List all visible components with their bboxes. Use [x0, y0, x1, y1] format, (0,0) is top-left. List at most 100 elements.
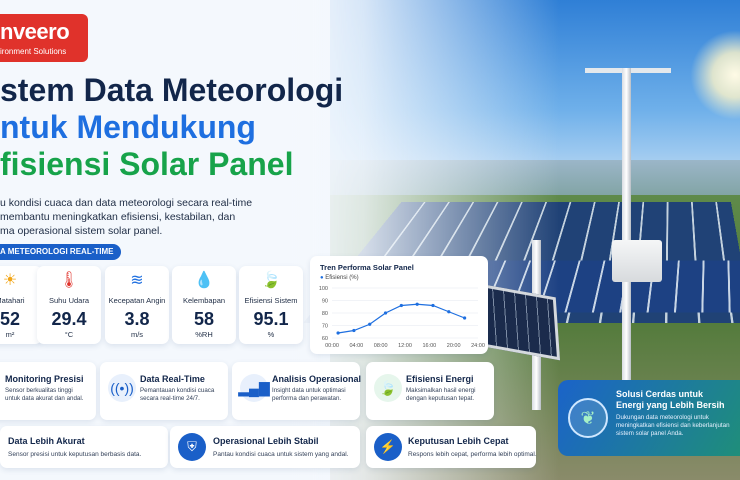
metric-card-efficiency: 🍃 Efisiensi Sistem 95.1 % — [239, 266, 303, 344]
y-tick-label: 100 — [319, 286, 328, 292]
data-point — [336, 331, 340, 335]
title-line-1: stem Data Meteorologi — [0, 72, 344, 108]
promo-desc: Dukungan data meteorologi untuk meningka… — [616, 414, 730, 437]
sun-icon: ☀ — [2, 272, 18, 289]
x-tick-label: 12:00 — [398, 343, 412, 349]
metric-label: Suhu Udara — [48, 296, 90, 305]
eco-leaf-icon: ❦ — [568, 398, 608, 438]
y-tick-label: 80 — [322, 311, 328, 317]
feature-card-analysis: ▂▄▇ Analisis Operasional Insight data un… — [232, 362, 362, 420]
metric-card-humidity: 💧 Kelembapan 58 %RH — [172, 266, 236, 344]
metric-value: 95.1 — [253, 309, 289, 329]
promo-title-line-1: Solusi Cerdas untuk — [616, 389, 704, 399]
description-line-2: membantu meningkatkan efisiensi, kestabi… — [0, 211, 236, 223]
wind-icon: ≋ — [130, 272, 144, 289]
description-line-3: ma operasional sistem solar panel. — [0, 225, 163, 237]
x-tick-label: 08:00 — [374, 343, 388, 349]
chart-title: Tren Performa Solar Panel — [320, 263, 414, 272]
section-label: A METEOROLOGI REAL-TIME — [0, 244, 122, 260]
bolt-icon: ⚡ — [374, 433, 402, 461]
metric-value: 58 — [193, 309, 215, 329]
metric-unit: m² — [5, 330, 15, 339]
benefit-card-accuracy: Data Lebih Akurat Sensor presisi untuk k… — [0, 426, 168, 468]
y-tick-label: 60 — [322, 336, 328, 342]
metric-value: 3.8 — [124, 309, 150, 329]
legend-label: Efisiensi (%) — [325, 275, 359, 281]
feature-card-energy: 🍃 Efisiensi Energi Maksimalkan hasil ene… — [366, 362, 494, 420]
benefit-title: Operasional Lebih Stabil — [213, 436, 319, 446]
wifi-icon: ((•)) — [108, 374, 136, 402]
series-line — [337, 303, 465, 334]
benefit-desc: Sensor presisi untuk keputusan berbasis … — [8, 451, 142, 458]
metric-unit: m/s — [130, 330, 144, 339]
page-title: stem Data Meteorologi ntuk Mendukung fis… — [0, 72, 343, 183]
bar-chart-icon: ▂▄▇ — [238, 374, 270, 402]
x-tick-label: 00:00 — [325, 343, 339, 349]
metric-unit: %RH — [195, 330, 213, 339]
metric-label: Efisiensi Sistem — [244, 296, 298, 305]
data-point — [368, 322, 372, 326]
x-tick-label: 20:00 — [447, 343, 461, 349]
metric-value: 52 — [0, 309, 21, 329]
title-line-3: fisiensi Solar Panel — [0, 146, 294, 182]
legend-marker: ● — [320, 275, 324, 281]
droplet-icon: 💧 — [194, 272, 214, 289]
metric-label: Matahari — [0, 296, 25, 305]
metric-card-wind: ≋ Kecepatan Angin 3.8 m/s — [105, 266, 169, 344]
benefit-desc: Respons lebih cepat, performa lebih opti… — [408, 451, 537, 458]
performance-chart: Tren Performa Solar Panel ● Efisiensi (%… — [310, 256, 488, 354]
metric-label: Kelembapan — [182, 296, 226, 305]
x-tick-label: 24:00 — [471, 343, 485, 349]
chart-legend: ● Efisiensi (%) — [320, 275, 359, 281]
data-point — [383, 311, 388, 315]
brand-name: nveero — [0, 19, 70, 44]
feature-desc: Maksimalkan hasil energi dengan keputusa… — [406, 387, 476, 402]
data-point — [431, 303, 435, 308]
feature-desc: Insight data untuk optimasi performa dan… — [272, 387, 346, 402]
feature-title: Efisiensi Energi — [406, 374, 474, 384]
benefit-card-stability: ⛨ Operasional Lebih Stabil Pantau kondis… — [170, 426, 360, 468]
benefit-title: Keputusan Lebih Cepat — [408, 436, 509, 446]
brand-tagline: ironment Solutions — [0, 47, 67, 56]
title-line-2: ntuk Mendukung — [0, 109, 256, 145]
metric-card-sun: ☀ Matahari 52 m² — [0, 266, 42, 344]
feature-desc: Sensor berkualitas tinggi untuk data aku… — [5, 387, 84, 402]
metric-unit: % — [267, 330, 275, 339]
data-point — [399, 303, 403, 308]
chart-plot: 60 70 80 90 100 00:00 04:00 08:00 12:00 16:00 20:0… — [319, 286, 485, 349]
promo-title: Solusi Cerdas untuk Energi yang Lebih Be… — [616, 389, 725, 411]
benefit-desc: Pantau kondisi cuaca untuk sistem yang a… — [213, 451, 349, 458]
x-tick-label: 16:00 — [422, 343, 436, 349]
promo-card: ❦ Solusi Cerdas untuk Energi yang Lebih … — [558, 380, 740, 456]
feature-title: Monitoring Presisi — [5, 374, 84, 384]
thermometer-icon: 🌡 — [58, 272, 80, 289]
shield-icon: ⛨ — [178, 433, 206, 461]
weather-station-pole — [622, 68, 631, 408]
metric-label: Kecepatan Angin — [108, 296, 166, 305]
feature-card-realtime: ((•)) Data Real-Time Pemantauan kondisi … — [100, 362, 228, 420]
feature-card-monitoring: Monitoring Presisi Sensor berkualitas ti… — [0, 362, 96, 420]
benefit-title: Data Lebih Akurat — [8, 436, 85, 446]
feature-title: Analisis Operasional — [272, 374, 362, 384]
data-point — [447, 310, 451, 314]
leaf-icon: 🍃 — [374, 374, 402, 402]
benefit-card-speed: ⚡ Keputusan Lebih Cepat Respons lebih ce… — [366, 426, 537, 468]
feature-title: Data Real-Time — [140, 374, 205, 384]
y-tick-label: 90 — [322, 299, 328, 305]
feature-desc: Pemantauan kondisi cuaca secara real-tim… — [140, 387, 215, 402]
metric-card-temperature: 🌡 Suhu Udara 29.4 °C — [37, 266, 101, 344]
brand-logo: nveero ironment Solutions — [0, 14, 88, 62]
description-line-1: u kondisi cuaca dan data meteorologi sec… — [0, 197, 253, 209]
y-tick-label: 70 — [322, 324, 328, 330]
data-point — [463, 316, 467, 320]
promo-title-line-2: Energi yang Lebih Bersih — [616, 400, 725, 410]
x-tick-label: 04:00 — [349, 343, 363, 349]
data-point — [415, 302, 419, 306]
metric-value: 29.4 — [51, 309, 87, 329]
metric-unit: °C — [64, 330, 74, 339]
data-logger-box — [612, 240, 662, 282]
data-point — [352, 328, 356, 333]
leaf-icon: 🍃 — [261, 272, 281, 289]
description: u kondisi cuaca dan data meteorologi sec… — [0, 196, 300, 238]
